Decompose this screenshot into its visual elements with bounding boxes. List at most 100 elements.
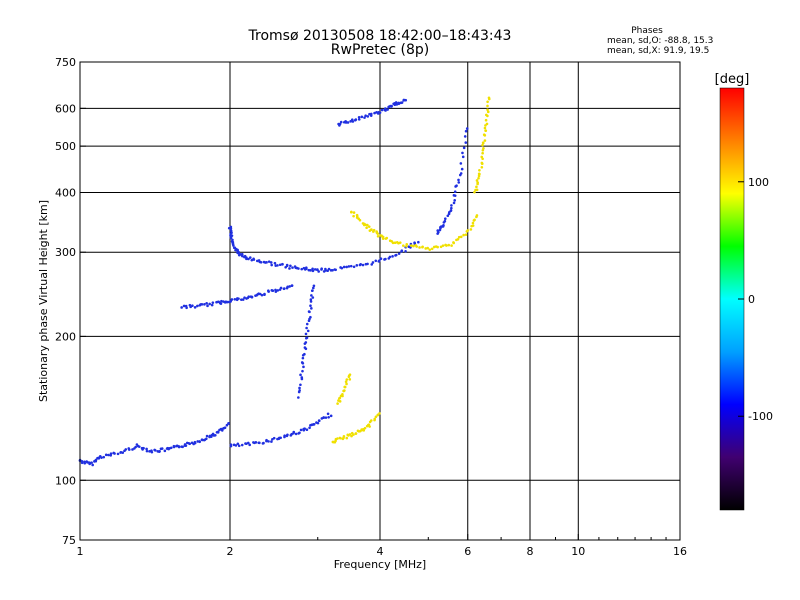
- data-point: [374, 259, 378, 263]
- data-point: [338, 396, 342, 400]
- data-point: [214, 433, 217, 437]
- data-point: [397, 102, 401, 106]
- data-point: [415, 245, 418, 248]
- data-point: [311, 289, 314, 292]
- data-point: [376, 234, 380, 238]
- data-point: [398, 241, 402, 244]
- colorbar-tick-label: 100: [748, 176, 769, 189]
- x-tick-label: 6: [464, 545, 471, 558]
- data-point: [247, 295, 251, 299]
- data-point: [248, 443, 251, 447]
- x-axis: 1 2 4 6 8 10 16: [77, 534, 687, 558]
- x-tick-label: 2: [227, 545, 234, 558]
- data-point: [441, 244, 445, 247]
- data-point: [443, 217, 447, 221]
- data-point: [294, 432, 298, 436]
- data-point: [305, 322, 309, 326]
- colorbar-tick-label: 0: [748, 293, 755, 306]
- data-point: [378, 412, 381, 415]
- data-point: [309, 300, 313, 303]
- data-point: [381, 237, 385, 240]
- data-point: [465, 127, 469, 130]
- data-point: [345, 436, 349, 440]
- data-point: [329, 414, 333, 418]
- data-point: [457, 178, 460, 182]
- data-point: [216, 431, 220, 434]
- data-point: [193, 306, 197, 309]
- data-point: [390, 104, 393, 108]
- data-point: [484, 118, 488, 122]
- data-point: [206, 304, 209, 308]
- data-point: [304, 332, 308, 336]
- data-point: [276, 289, 280, 292]
- data-point: [279, 436, 282, 440]
- x-axis-label: Frequency [MHz]: [334, 558, 426, 571]
- data-point: [342, 435, 346, 438]
- data-point: [482, 147, 485, 150]
- data-point: [447, 243, 451, 247]
- data-point: [459, 162, 463, 165]
- data-point: [223, 426, 227, 430]
- data-point: [279, 286, 283, 290]
- data-point: [486, 104, 489, 108]
- x-tick-label: 1: [77, 545, 84, 558]
- data-point: [229, 227, 233, 230]
- data-point: [450, 204, 453, 207]
- data-point: [486, 108, 489, 111]
- data-point: [359, 263, 362, 266]
- data-point: [309, 304, 312, 307]
- data-point: [457, 235, 461, 239]
- data-point: [205, 301, 208, 305]
- data-point: [481, 143, 484, 147]
- data-point: [180, 306, 183, 309]
- data-point: [230, 231, 233, 235]
- data-point: [270, 440, 273, 443]
- data-point: [357, 118, 361, 121]
- data-point: [349, 120, 352, 123]
- data-point: [378, 111, 382, 114]
- colorbar-tick-label: -100: [748, 410, 773, 423]
- data-point: [299, 373, 302, 377]
- data-point: [324, 269, 328, 272]
- data-point: [316, 268, 319, 271]
- data-point: [145, 449, 149, 453]
- data-point: [301, 369, 304, 373]
- data-point: [305, 336, 309, 340]
- data-point: [475, 214, 479, 217]
- data-point: [305, 267, 308, 271]
- data-point: [237, 251, 241, 254]
- data-point: [193, 441, 197, 445]
- y-axis-label: Stationary phase Virtual Height [km]: [37, 200, 50, 402]
- data-point: [364, 114, 367, 117]
- data-point: [360, 115, 364, 119]
- data-point: [245, 257, 248, 261]
- data-point: [417, 240, 420, 244]
- data-point: [484, 113, 488, 117]
- data-point: [200, 438, 204, 442]
- data-point: [327, 416, 330, 419]
- data-point: [455, 184, 458, 187]
- data-point: [269, 261, 273, 264]
- data-point: [252, 258, 256, 261]
- data-point: [404, 98, 408, 102]
- data-point: [274, 288, 277, 292]
- data-point: [299, 383, 302, 387]
- data-point: [353, 118, 357, 122]
- data-point: [452, 201, 456, 205]
- data-point: [91, 463, 94, 467]
- data-point: [292, 430, 296, 434]
- data-point: [272, 436, 276, 440]
- data-point: [109, 452, 113, 456]
- data-point: [305, 428, 309, 431]
- data-point: [100, 456, 103, 459]
- data-point: [208, 302, 211, 306]
- data-point: [351, 120, 355, 123]
- data-point: [283, 287, 286, 290]
- data-point: [232, 244, 235, 247]
- data-point: [312, 286, 315, 290]
- data-point: [352, 214, 355, 218]
- x-tick-label: 4: [377, 545, 384, 558]
- data-point: [409, 244, 413, 247]
- data-point: [338, 400, 342, 403]
- data-point: [362, 223, 366, 227]
